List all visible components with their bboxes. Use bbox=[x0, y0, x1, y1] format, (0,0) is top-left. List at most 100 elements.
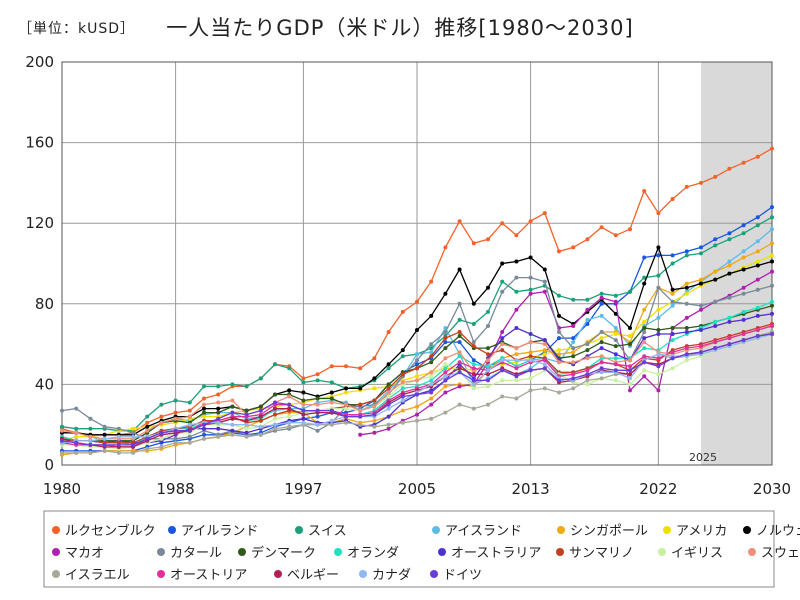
data-point bbox=[727, 231, 732, 236]
data-point bbox=[642, 319, 647, 324]
legend-item[interactable]: カタール bbox=[157, 546, 222, 561]
data-point bbox=[486, 364, 490, 369]
data-point bbox=[329, 422, 334, 427]
data-point bbox=[557, 293, 561, 298]
data-point bbox=[500, 261, 505, 266]
data-point bbox=[88, 442, 93, 447]
data-point bbox=[216, 384, 221, 389]
data-point bbox=[471, 382, 476, 387]
data-point bbox=[230, 432, 235, 437]
data-point bbox=[244, 426, 249, 431]
legend-item[interactable]: デンマーク bbox=[238, 545, 316, 561]
data-point bbox=[514, 366, 519, 371]
data-point bbox=[727, 342, 732, 347]
data-point bbox=[628, 334, 632, 338]
data-point bbox=[74, 430, 79, 435]
data-point bbox=[301, 402, 306, 407]
legend-marker bbox=[432, 526, 440, 534]
data-point bbox=[741, 267, 746, 272]
data-point bbox=[557, 249, 561, 254]
legend-item[interactable]: アイスランド bbox=[432, 524, 522, 539]
data-point bbox=[599, 340, 604, 345]
data-point bbox=[400, 408, 405, 413]
data-point bbox=[415, 404, 419, 409]
data-point bbox=[599, 295, 604, 300]
legend-item[interactable]: オーストリア bbox=[157, 568, 247, 583]
data-point bbox=[755, 334, 760, 338]
data-point bbox=[599, 225, 604, 230]
legend-item[interactable]: ノルウェー bbox=[743, 524, 800, 539]
data-point bbox=[642, 336, 647, 341]
legend-item[interactable]: カナダ bbox=[359, 568, 411, 583]
data-point bbox=[628, 376, 632, 381]
data-point bbox=[670, 356, 675, 361]
legend-item[interactable]: ルクセンブルク bbox=[52, 523, 156, 539]
data-point bbox=[713, 299, 718, 304]
data-point bbox=[656, 356, 661, 361]
data-point bbox=[216, 406, 221, 411]
data-point bbox=[145, 436, 150, 441]
data-point bbox=[670, 303, 675, 308]
data-point bbox=[727, 295, 732, 300]
data-point bbox=[741, 291, 746, 296]
data-point bbox=[571, 245, 576, 250]
data-point bbox=[727, 315, 732, 320]
legend-marker bbox=[295, 526, 303, 534]
legend-item[interactable]: サンマリノ bbox=[556, 546, 634, 561]
data-point bbox=[557, 390, 561, 395]
data-point bbox=[216, 400, 221, 405]
data-point bbox=[699, 350, 703, 355]
data-point bbox=[457, 301, 462, 306]
data-point bbox=[642, 354, 647, 359]
data-point bbox=[471, 372, 476, 377]
legend-marker bbox=[658, 548, 666, 556]
legend-item[interactable]: ベルギー bbox=[274, 568, 339, 583]
data-point bbox=[202, 396, 206, 401]
legend-item[interactable]: スウェーデン bbox=[748, 545, 800, 561]
data-point bbox=[131, 450, 135, 455]
data-point bbox=[386, 366, 391, 371]
data-point bbox=[415, 328, 419, 332]
data-point bbox=[656, 388, 661, 393]
data-point bbox=[102, 424, 107, 429]
legend-item[interactable]: スイス bbox=[295, 524, 347, 539]
legend-item[interactable]: アイルランド bbox=[168, 524, 258, 539]
legend-item[interactable]: オランダ bbox=[334, 546, 399, 561]
x-tick-label: 2022 bbox=[639, 480, 677, 498]
y-tick-label: 40 bbox=[35, 375, 54, 393]
data-point bbox=[542, 358, 547, 363]
data-point bbox=[727, 319, 732, 324]
legend-item[interactable]: オーストラリア bbox=[438, 546, 541, 561]
legend-item[interactable]: イスラエル bbox=[52, 568, 130, 583]
data-point bbox=[344, 364, 348, 369]
data-point bbox=[443, 362, 448, 367]
legend-label: オーストリア bbox=[170, 568, 247, 583]
data-point bbox=[244, 418, 249, 423]
legend-item[interactable]: アメリカ bbox=[663, 524, 727, 539]
legend-item[interactable]: ドイツ bbox=[430, 568, 482, 583]
y-tick-label: 160 bbox=[25, 134, 54, 152]
data-point bbox=[60, 428, 64, 433]
data-point bbox=[329, 408, 334, 413]
data-point bbox=[443, 370, 448, 375]
data-point bbox=[755, 277, 760, 282]
legend-item[interactable]: マカオ bbox=[52, 546, 104, 561]
x-tick-label: 2030 bbox=[753, 480, 791, 498]
data-point bbox=[613, 233, 618, 238]
data-point bbox=[684, 285, 689, 290]
data-point bbox=[571, 350, 576, 355]
legend-label: ベルギー bbox=[287, 568, 339, 583]
legend-item[interactable]: シンガポール bbox=[557, 524, 648, 539]
data-point bbox=[415, 412, 419, 417]
data-point bbox=[585, 382, 590, 387]
data-point bbox=[415, 378, 419, 383]
data-point bbox=[258, 418, 263, 423]
data-point bbox=[613, 352, 618, 357]
legend-label: サンマリノ bbox=[569, 546, 634, 561]
data-point bbox=[273, 416, 277, 421]
legend-item[interactable]: イギリス bbox=[658, 546, 723, 561]
data-point bbox=[585, 348, 590, 353]
data-point bbox=[500, 368, 505, 373]
data-point bbox=[386, 386, 391, 391]
data-point bbox=[684, 346, 689, 351]
